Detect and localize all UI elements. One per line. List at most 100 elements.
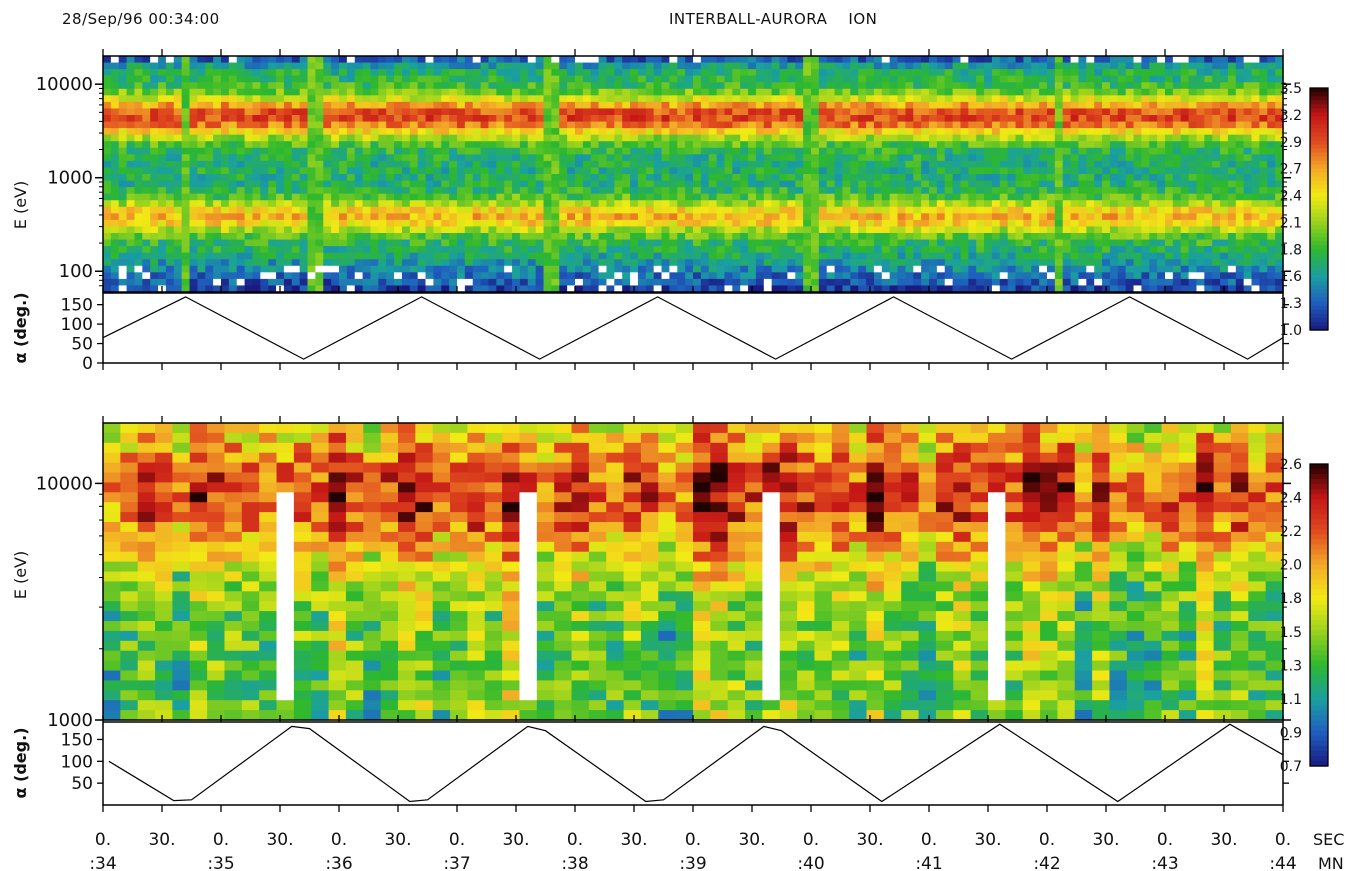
spectrogram-cell <box>331 285 340 293</box>
spectrogram-cell <box>1054 167 1064 175</box>
spectrogram-cell <box>645 278 655 287</box>
spectrogram-cell <box>197 128 206 136</box>
spectrogram-cell <box>976 246 985 254</box>
spectrogram-cell <box>889 239 899 247</box>
spectrogram-cell <box>834 82 844 90</box>
spectrogram-cell <box>488 160 497 169</box>
spectrogram-cell <box>803 239 812 247</box>
spectrogram-cell <box>354 115 364 123</box>
spectrogram-cell <box>968 154 977 162</box>
spectrogram-cell <box>315 239 324 247</box>
spectrogram-cell <box>197 174 206 182</box>
spectrogram-cell <box>944 278 954 287</box>
spectrogram-cell <box>834 193 844 201</box>
spectrogram-cell <box>268 259 277 267</box>
spectrogram-cell <box>842 141 851 149</box>
spectrogram-cell <box>921 95 930 103</box>
spectrogram-cell <box>213 160 222 169</box>
spectrogram-cell <box>103 206 112 214</box>
spectrogram-cell <box>575 233 584 241</box>
spectrogram-cell <box>1165 187 1174 195</box>
spectrogram-cell <box>268 128 277 136</box>
spectrogram-cell <box>441 147 450 155</box>
spectrogram-cell <box>189 56 198 64</box>
spectrogram-cell <box>575 285 584 293</box>
spectrogram-cell <box>1054 69 1064 77</box>
spectrogram-cell <box>260 226 269 234</box>
spectrogram-cell <box>1157 115 1166 123</box>
spectrogram-cell <box>779 206 788 214</box>
spectrogram-cell <box>221 160 230 169</box>
spectrogram-cell <box>1165 141 1174 149</box>
spectrogram-cell <box>803 101 812 110</box>
spectrogram-cell <box>842 193 851 201</box>
spectrogram-cell <box>740 56 749 64</box>
spectrogram-cell <box>1070 193 1080 201</box>
spectrogram-cell <box>976 272 985 280</box>
spectrogram-cell <box>724 108 733 116</box>
spectrogram-cell <box>873 167 883 175</box>
spectrogram-cell <box>897 160 906 169</box>
spectrogram-cell <box>464 121 474 129</box>
spectrogram-cell <box>944 69 954 77</box>
spectrogram-cell <box>575 259 584 267</box>
spectrogram-cell <box>1188 95 1198 103</box>
spectrogram-cell <box>331 187 340 195</box>
spectrogram-cell <box>936 56 946 64</box>
spectrogram-cell <box>575 206 584 214</box>
spectrogram-cell <box>236 278 246 287</box>
spectrogram-cell <box>1165 101 1174 110</box>
spectrogram-cell <box>811 239 820 247</box>
spectrogram-cell <box>622 252 631 260</box>
spectrogram-cell <box>700 180 710 188</box>
spectrogram-cell <box>787 246 796 254</box>
spectrogram-cell <box>488 193 497 201</box>
spectrogram-cell <box>1094 193 1103 201</box>
spectrogram-cell <box>1157 219 1166 228</box>
spectrogram-cell <box>763 134 773 142</box>
spectrogram-cell <box>700 141 710 149</box>
spectrogram-cell <box>307 128 316 136</box>
spectrogram-cell <box>315 56 324 64</box>
spectrogram-cell <box>897 128 906 136</box>
spectrogram-cell <box>929 200 938 208</box>
spectrogram-cell <box>181 278 191 287</box>
spectrogram-cell <box>221 285 230 293</box>
spectrogram-cell <box>236 121 246 129</box>
spectrogram-cell <box>425 128 434 136</box>
spectrogram-cell <box>236 226 246 234</box>
spectrogram-cell <box>873 82 883 90</box>
spectrogram-cell <box>268 62 277 70</box>
spectrogram-cell <box>260 213 269 221</box>
spectrogram-cell <box>1117 226 1127 234</box>
spectrogram-cell <box>299 82 309 90</box>
spectrogram-cell <box>905 213 914 221</box>
spectrogram-cell <box>811 193 820 201</box>
spectrogram-cell <box>221 56 230 64</box>
spectrogram-cell <box>960 174 969 182</box>
spectrogram-cell <box>409 285 419 293</box>
spectrogram-cell <box>559 167 568 175</box>
spectrogram-cell <box>189 193 198 201</box>
spectrogram-cell <box>763 69 773 77</box>
spectrogram-cell <box>535 252 545 260</box>
spectrogram-cell <box>236 160 246 169</box>
spectrogram-cell <box>677 147 686 155</box>
spectrogram-cell <box>559 206 568 214</box>
spectrogram-cell <box>1109 285 1119 293</box>
spectrogram-cell <box>968 56 977 64</box>
spectrogram-cell <box>394 180 403 188</box>
spectrogram-cell <box>677 101 686 110</box>
spectrogram-cell <box>700 226 710 234</box>
spectrogram-cell <box>693 213 702 221</box>
spectrogram-cell <box>1172 134 1182 142</box>
spectrogram-cell <box>582 226 592 234</box>
spectrogram-cell <box>409 252 419 260</box>
spectrogram-cell <box>433 272 442 280</box>
spectrogram-cell <box>283 206 293 214</box>
spectrogram-cell <box>787 56 796 64</box>
spectrogram-cell <box>323 233 332 241</box>
spectrogram-cell <box>1102 174 1111 182</box>
spectrogram-cell <box>150 213 159 221</box>
spectrogram-cell <box>818 141 828 149</box>
